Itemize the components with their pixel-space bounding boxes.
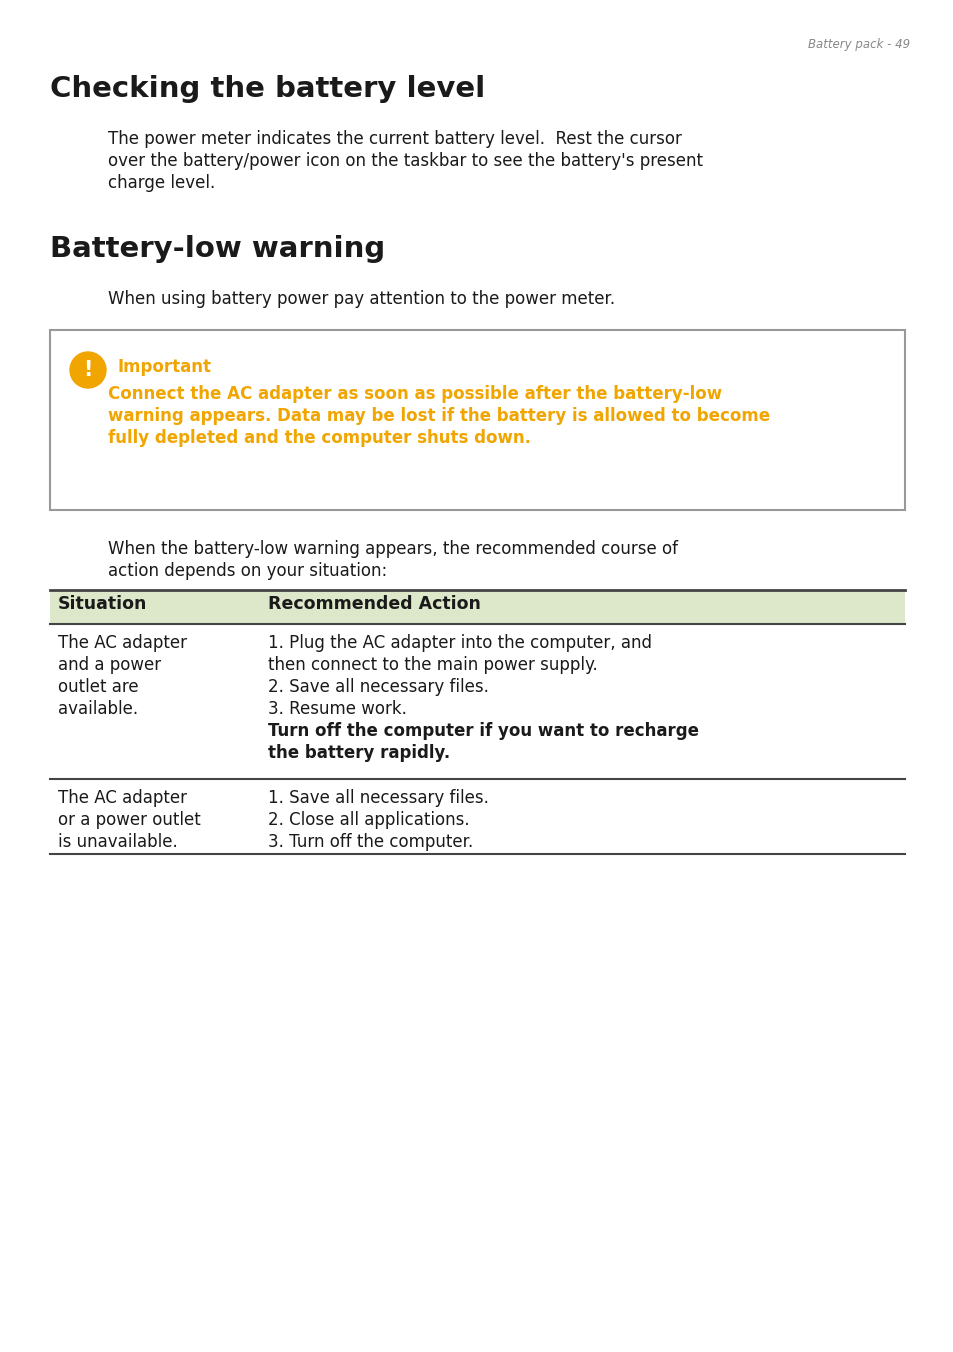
Text: warning appears. Data may be lost if the battery is allowed to become: warning appears. Data may be lost if the… bbox=[108, 407, 769, 425]
Text: When using battery power pay attention to the power meter.: When using battery power pay attention t… bbox=[108, 289, 615, 308]
Text: action depends on your situation:: action depends on your situation: bbox=[108, 562, 387, 580]
Text: and a power: and a power bbox=[58, 656, 161, 675]
Text: When the battery-low warning appears, the recommended course of: When the battery-low warning appears, th… bbox=[108, 539, 678, 558]
Text: the battery rapidly.: the battery rapidly. bbox=[268, 744, 450, 763]
Text: Connect the AC adapter as soon as possible after the battery-low: Connect the AC adapter as soon as possib… bbox=[108, 385, 721, 403]
Text: fully depleted and the computer shuts down.: fully depleted and the computer shuts do… bbox=[108, 429, 531, 448]
Text: Important: Important bbox=[118, 358, 212, 376]
Text: 1. Plug the AC adapter into the computer, and: 1. Plug the AC adapter into the computer… bbox=[268, 634, 651, 652]
Text: then connect to the main power supply.: then connect to the main power supply. bbox=[268, 656, 598, 675]
Text: 2. Close all applications.: 2. Close all applications. bbox=[268, 811, 469, 829]
Text: charge level.: charge level. bbox=[108, 174, 215, 192]
Text: Battery-low warning: Battery-low warning bbox=[50, 235, 385, 264]
Circle shape bbox=[70, 352, 106, 388]
Text: is unavailable.: is unavailable. bbox=[58, 833, 177, 850]
Text: !: ! bbox=[83, 360, 92, 380]
Text: Turn off the computer if you want to recharge: Turn off the computer if you want to rec… bbox=[268, 722, 699, 740]
Text: or a power outlet: or a power outlet bbox=[58, 811, 200, 829]
Text: Checking the battery level: Checking the battery level bbox=[50, 74, 485, 103]
Text: The AC adapter: The AC adapter bbox=[58, 634, 187, 652]
Text: Battery pack - 49: Battery pack - 49 bbox=[807, 38, 909, 51]
Text: 3. Turn off the computer.: 3. Turn off the computer. bbox=[268, 833, 473, 850]
Text: over the battery/power icon on the taskbar to see the battery's present: over the battery/power icon on the taskb… bbox=[108, 151, 702, 170]
Text: 3. Resume work.: 3. Resume work. bbox=[268, 700, 406, 718]
Text: 1. Save all necessary files.: 1. Save all necessary files. bbox=[268, 790, 488, 807]
Text: The power meter indicates the current battery level.  Rest the cursor: The power meter indicates the current ba… bbox=[108, 130, 681, 147]
Text: Situation: Situation bbox=[58, 595, 147, 612]
FancyBboxPatch shape bbox=[50, 330, 904, 510]
Text: 2. Save all necessary files.: 2. Save all necessary files. bbox=[268, 677, 488, 696]
Text: The AC adapter: The AC adapter bbox=[58, 790, 187, 807]
Text: outlet are: outlet are bbox=[58, 677, 138, 696]
FancyBboxPatch shape bbox=[50, 589, 904, 625]
Text: Recommended Action: Recommended Action bbox=[268, 595, 480, 612]
Text: available.: available. bbox=[58, 700, 138, 718]
